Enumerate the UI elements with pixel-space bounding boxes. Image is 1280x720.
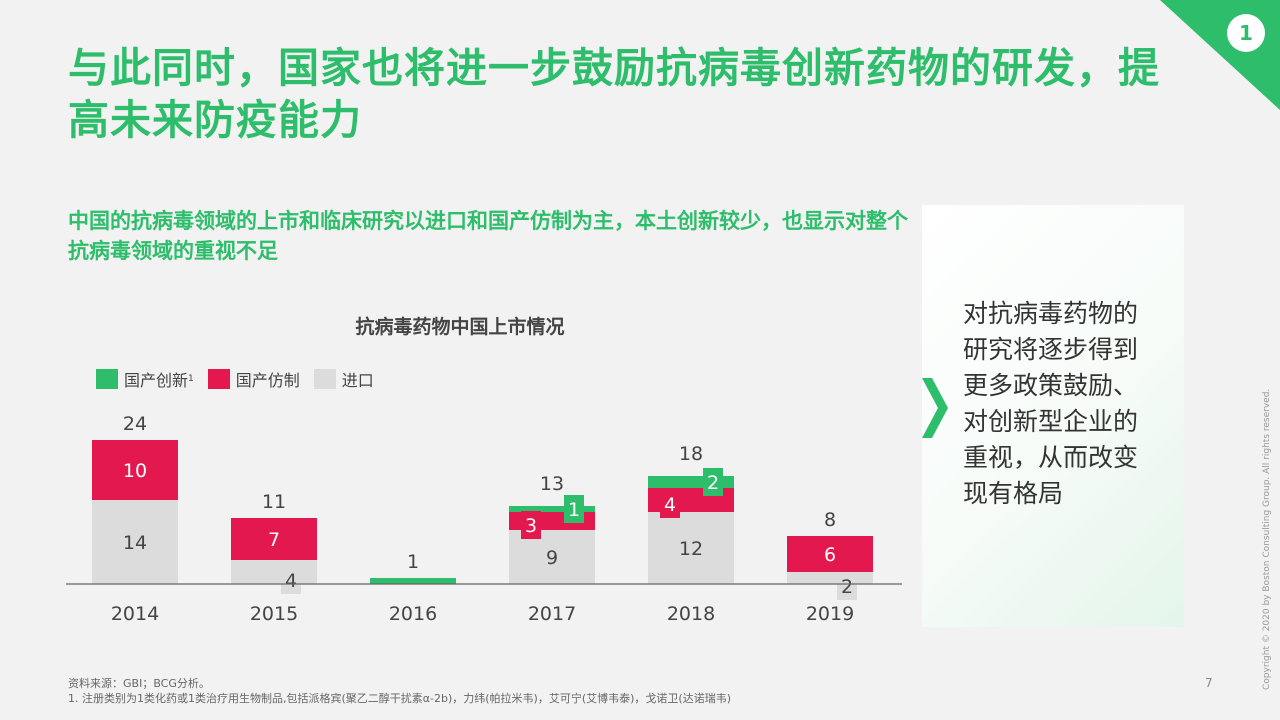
legend-item-innovation: 国产创新 1 [96, 367, 194, 391]
bar-2014-series-0 [92, 500, 178, 584]
legend-label-innovation: 国产创新 [124, 371, 189, 390]
legend-item-import: 进口 [313, 367, 374, 391]
key-message: 中国的抗病毒领域的上市和临床研究以进口和国产仿制为主，本土创新较少，也显示对整个… [68, 209, 908, 263]
chart-legend: 国产创新 1 国产仿制 进口 [96, 367, 388, 391]
total-label-2014: 24 [123, 413, 147, 435]
chart-title: 抗病毒药物中国上市情况 [355, 316, 565, 338]
data-label-2018-series-0: 12 [679, 538, 703, 560]
legend-label-import: 进口 [341, 371, 374, 390]
total-label-2015: 11 [262, 491, 286, 513]
corner-triangle [1160, 0, 1280, 110]
footnote-1: 1. 注册类别为1类化药或1类治疗用生物制品,包括派格宾(聚乙二醇干扰素α-2b… [68, 692, 732, 705]
data-label-2017-series-0: 9 [546, 547, 558, 569]
data-label-box-2018-series-1 [660, 490, 680, 518]
chevron-right-icon [922, 378, 948, 438]
legend-swatch-innovation [96, 369, 118, 389]
data-label-2019-series-0: 2 [841, 576, 853, 598]
section-number-badge: 1 [1227, 14, 1265, 52]
data-label-2015-series-1: 7 [268, 529, 280, 551]
legend-label-imitation: 国产仿制 [235, 371, 300, 390]
legend-item-imitation: 国产仿制 [207, 367, 300, 391]
total-label-2017: 13 [540, 473, 564, 495]
page-title: 与此同时，国家也将进一步鼓励抗病毒创新药物的研发，提高未来防疫能力 [68, 44, 1160, 144]
page-number: 7 [1205, 676, 1213, 690]
bar-2016-series-2 [370, 578, 456, 584]
x-tick-label-2017: 2017 [528, 603, 576, 625]
bar-2018-series-0 [648, 512, 734, 584]
side-panel [922, 205, 1184, 627]
legend-footnote-mark: 1 [188, 374, 194, 384]
source-note: 资料来源：GBI；BCG分析。 [68, 677, 210, 690]
data-label-2018-series-2: 2 [707, 472, 719, 494]
bar-2019-series-0 [787, 572, 873, 584]
data-label-box-2017-series-1 [521, 511, 541, 539]
data-label-2017-series-1: 3 [525, 515, 537, 537]
x-tick-label-2019: 2019 [806, 603, 854, 625]
x-tick-label-2018: 2018 [667, 603, 715, 625]
legend-swatch-import [313, 369, 336, 389]
data-label-box-2018-series-2 [703, 468, 723, 496]
x-tick-label-2016: 2016 [389, 603, 437, 625]
total-label-2019: 8 [824, 509, 836, 531]
bar-2017-series-2 [509, 506, 595, 512]
data-label-box-2019-series-0 [837, 572, 857, 600]
legend-swatch-imitation [207, 369, 230, 389]
bar-2015-series-1 [231, 518, 317, 560]
data-label-2014-series-1: 10 [123, 460, 147, 482]
stacked-bar-chart: 1410242014471120151201693113201712421820… [66, 413, 902, 625]
data-label-box-2017-series-2 [564, 495, 584, 523]
footnotes: 资料来源：GBI；BCG分析。 1. 注册类别为1类化药或1类治疗用生物制品,包… [68, 676, 731, 706]
data-label-box-2015-series-0 [281, 566, 301, 594]
copyright-notice: Copyright © 2020 by Boston Consulting Gr… [1262, 388, 1272, 690]
data-label-2017-series-2: 1 [568, 499, 580, 521]
total-label-2018: 18 [679, 443, 703, 465]
total-label-2016: 1 [407, 551, 419, 573]
side-panel-text: 对抗病毒药物的研究将逐步得到更多政策鼓励、对创新型企业的重视，从而改变现有格局 [963, 299, 1139, 508]
bar-2019-series-1 [787, 536, 873, 572]
x-tick-label-2015: 2015 [250, 603, 298, 625]
data-label-2014-series-0: 14 [123, 532, 147, 554]
data-label-2018-series-1: 4 [664, 494, 676, 516]
data-label-2019-series-1: 6 [824, 544, 836, 566]
data-label-2015-series-0: 4 [285, 570, 297, 592]
bar-2014-series-1 [92, 440, 178, 500]
bar-2015-series-0 [231, 560, 317, 584]
x-tick-label-2014: 2014 [111, 603, 159, 625]
